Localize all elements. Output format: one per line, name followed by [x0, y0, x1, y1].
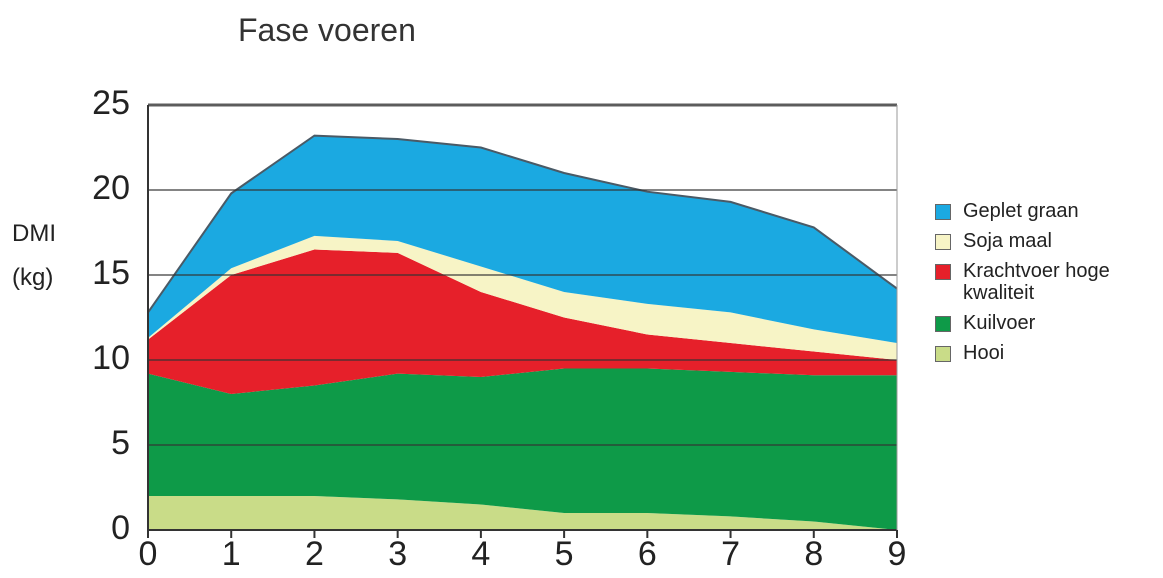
y-axis-label: DMI (kg) — [12, 220, 56, 291]
legend-item: Geplet graan — [935, 200, 1135, 222]
x-tick-label: 6 — [638, 535, 657, 573]
x-tick-label: 4 — [471, 535, 490, 573]
area — [148, 235, 897, 360]
legend-label: Hooi — [963, 342, 1005, 364]
legend-swatch — [935, 234, 951, 250]
area — [148, 249, 897, 394]
y-tick-label: 10 — [92, 339, 130, 377]
legend-swatch — [935, 264, 951, 280]
x-tick-label: 3 — [388, 535, 407, 573]
x-tick-label: 7 — [721, 535, 740, 573]
x-tick-label: 8 — [804, 535, 823, 573]
x-tick-label: 9 — [888, 535, 907, 573]
legend-item: Soja maal — [935, 230, 1135, 252]
top-outline — [147, 134, 898, 313]
legend-swatch — [935, 346, 951, 362]
legend-item: Krachtvoer hoge kwaliteit — [935, 260, 1135, 304]
y-tick-label: 20 — [92, 169, 130, 207]
legend-swatch — [935, 204, 951, 220]
legend-label: Krachtvoer hoge kwaliteit — [963, 260, 1110, 304]
y-tick-label: 0 — [111, 509, 130, 547]
x-tick-label: 2 — [305, 535, 324, 573]
legend: Geplet graan Soja maal Krachtvoer hoge kwa… — [935, 200, 1135, 372]
legend-label: Geplet graan — [963, 200, 1079, 222]
y-tick-label: 15 — [92, 254, 130, 292]
chart-title: Fase voeren — [238, 12, 416, 48]
x-tick-label: 5 — [555, 535, 574, 573]
y-tick-label: 5 — [111, 424, 130, 462]
legend-label: Soja maal — [963, 230, 1052, 252]
x-tick-label: 1 — [222, 535, 241, 573]
area — [148, 368, 897, 530]
area — [148, 135, 897, 343]
legend-item: Hooi — [935, 342, 1135, 364]
y-tick-label: 25 — [92, 84, 130, 122]
legend-swatch — [935, 316, 951, 332]
area — [148, 496, 897, 530]
x-tick-label: 0 — [139, 535, 158, 573]
legend-item: Kuilvoer — [935, 312, 1135, 334]
legend-label: Kuilvoer — [963, 312, 1036, 334]
